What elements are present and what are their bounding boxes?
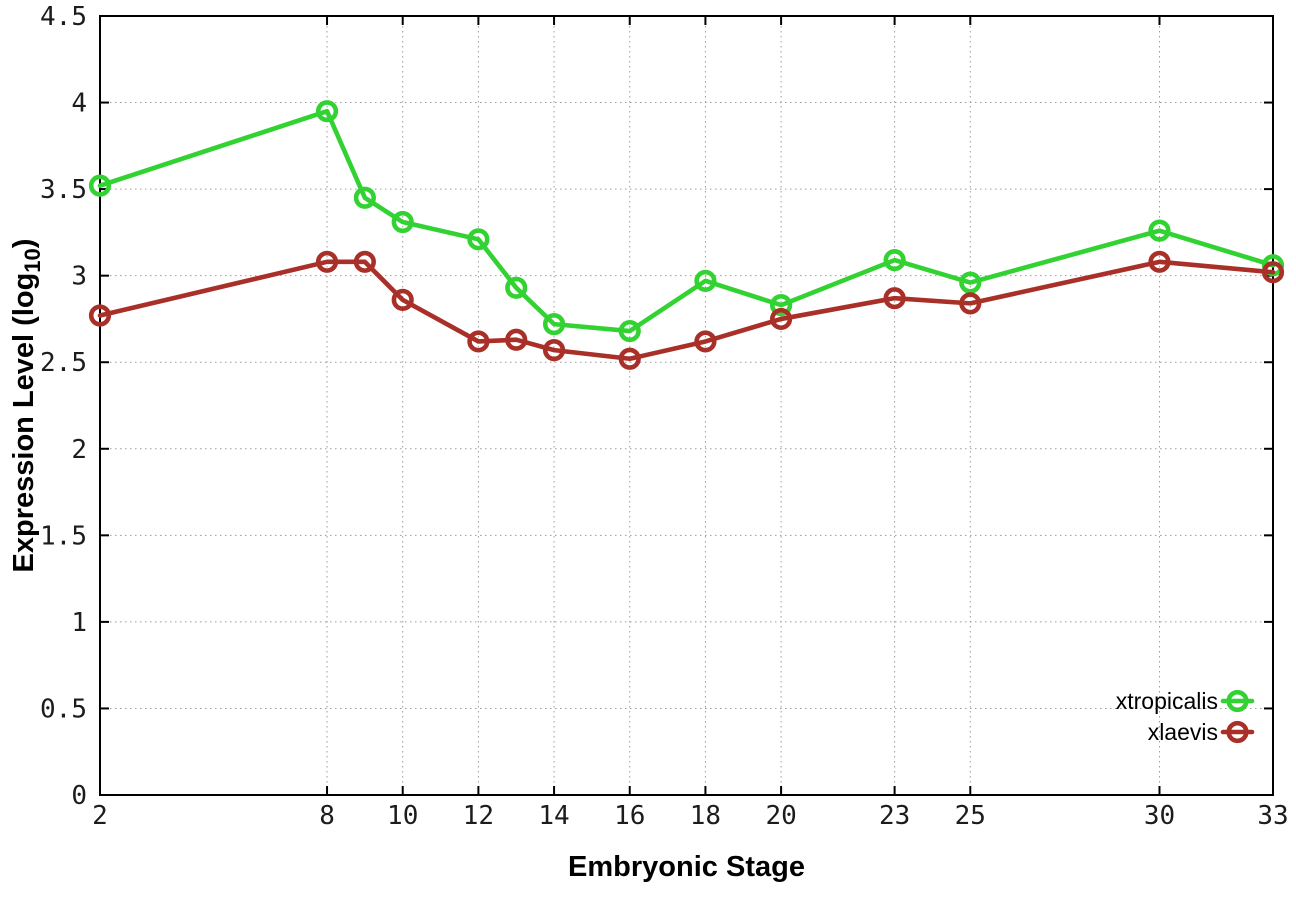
data-point-xtropicalis-16	[618, 319, 641, 343]
x-tick-label-10: 10	[387, 801, 418, 831]
x-tick-label-8: 8	[319, 801, 335, 831]
data-point-xlaevis-10	[391, 288, 414, 312]
data-point-xlaevis-33	[1261, 261, 1285, 284]
y-tick-label-3.5: 3.5	[40, 175, 87, 205]
x-tick-label-25: 25	[955, 801, 986, 831]
data-point-xtropicalis-9	[353, 186, 376, 209]
y-tick-label-2: 2	[71, 435, 87, 465]
data-point-xlaevis-9	[353, 250, 376, 273]
y-tick-label-1: 1	[71, 608, 87, 638]
data-point-xlaevis-2	[88, 304, 112, 327]
data-point-xtropicalis-30	[1148, 219, 1171, 242]
x-tick-label-2: 2	[92, 801, 108, 831]
x-tick-label-14: 14	[538, 801, 569, 831]
legend-row-xlaevis: xlaevis	[1148, 719, 1255, 745]
data-point-xlaevis-8	[315, 250, 339, 273]
data-point-xtropicalis-2	[88, 174, 112, 197]
y-tick-label-4.5: 4.5	[40, 2, 87, 32]
x-tick-label-23: 23	[879, 801, 910, 831]
data-point-xtropicalis-13	[505, 276, 528, 299]
y-tick-label-2.5: 2.5	[40, 348, 87, 378]
y-tick-label-3: 3	[71, 262, 87, 292]
x-tick-label-30: 30	[1144, 801, 1175, 831]
data-point-xlaevis-30	[1148, 250, 1171, 273]
data-point-xtropicalis-10	[391, 210, 414, 234]
data-point-xtropicalis-20	[769, 293, 793, 317]
x-tick-label-20: 20	[765, 801, 796, 831]
x-tick-label-12: 12	[463, 801, 494, 831]
y-tick-label-4: 4	[71, 89, 87, 119]
data-point-xtropicalis-18	[694, 269, 717, 292]
series-line-xtropicalis	[97, 108, 1276, 334]
data-point-xtropicalis-23	[883, 248, 906, 272]
legend-label-xtropicalis: xtropicalis	[1116, 688, 1218, 714]
legend-label-xlaevis: xlaevis	[1148, 719, 1218, 745]
data-point-xlaevis-20	[769, 307, 793, 331]
data-point-xlaevis-12	[467, 330, 490, 353]
data-point-xtropicalis-25	[959, 271, 982, 294]
data-point-xlaevis-13	[505, 328, 528, 351]
y-axis-title: Expression Level (log10)	[8, 239, 45, 573]
data-point-xlaevis-23	[883, 287, 906, 310]
y-tick-label-1.5: 1.5	[40, 521, 87, 551]
x-tick-label-33: 33	[1257, 801, 1288, 831]
data-point-xtropicalis-14	[542, 313, 566, 336]
series-line-xlaevis	[97, 259, 1276, 362]
legend-marker-xlaevis	[1226, 720, 1249, 744]
x-tick-label-16: 16	[614, 801, 645, 831]
data-point-xlaevis-16	[618, 347, 641, 370]
y-tick-label-0.5: 0.5	[40, 694, 87, 724]
data-point-xlaevis-18	[694, 330, 717, 353]
data-point-xlaevis-14	[542, 339, 566, 362]
legend-row-xtropicalis: xtropicalis	[1116, 688, 1255, 714]
x-axis-title: Embryonic Stage	[568, 851, 805, 883]
plot-border	[99, 15, 1274, 796]
x-tick-label-18: 18	[690, 801, 721, 831]
data-point-xlaevis-25	[959, 292, 982, 315]
data-point-xtropicalis-8	[315, 100, 339, 123]
legend-marker-xtropicalis	[1226, 689, 1249, 713]
legend: xtropicalis xlaevis	[1116, 688, 1255, 745]
data-point-xtropicalis-12	[467, 228, 490, 251]
y-tick-label-0: 0	[71, 781, 87, 811]
